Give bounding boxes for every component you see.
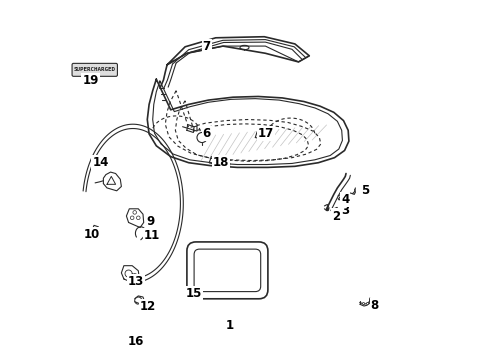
FancyBboxPatch shape bbox=[186, 242, 267, 299]
Text: 3: 3 bbox=[341, 204, 348, 217]
Text: SUPERCHARGED: SUPERCHARGED bbox=[74, 67, 116, 72]
FancyBboxPatch shape bbox=[72, 63, 117, 76]
Text: 19: 19 bbox=[82, 75, 99, 87]
Text: 8: 8 bbox=[370, 299, 378, 312]
Text: 10: 10 bbox=[83, 228, 100, 241]
Text: 13: 13 bbox=[127, 275, 143, 288]
Text: 6: 6 bbox=[202, 127, 210, 140]
FancyBboxPatch shape bbox=[194, 249, 260, 292]
Text: 14: 14 bbox=[92, 156, 108, 169]
Text: 12: 12 bbox=[140, 300, 156, 313]
Circle shape bbox=[197, 132, 206, 143]
Circle shape bbox=[133, 211, 136, 214]
Text: 4: 4 bbox=[341, 193, 349, 206]
Text: 17: 17 bbox=[258, 127, 274, 140]
Text: 7: 7 bbox=[202, 40, 210, 53]
Text: 9: 9 bbox=[146, 215, 155, 228]
Text: 16: 16 bbox=[127, 335, 143, 348]
Circle shape bbox=[136, 216, 140, 220]
Text: 2: 2 bbox=[331, 210, 340, 222]
Ellipse shape bbox=[240, 45, 248, 50]
Text: 5: 5 bbox=[360, 184, 368, 197]
Text: 11: 11 bbox=[143, 229, 160, 242]
Text: 15: 15 bbox=[185, 287, 201, 300]
Text: 1: 1 bbox=[225, 319, 233, 332]
Circle shape bbox=[130, 216, 134, 220]
Text: 18: 18 bbox=[212, 156, 229, 169]
